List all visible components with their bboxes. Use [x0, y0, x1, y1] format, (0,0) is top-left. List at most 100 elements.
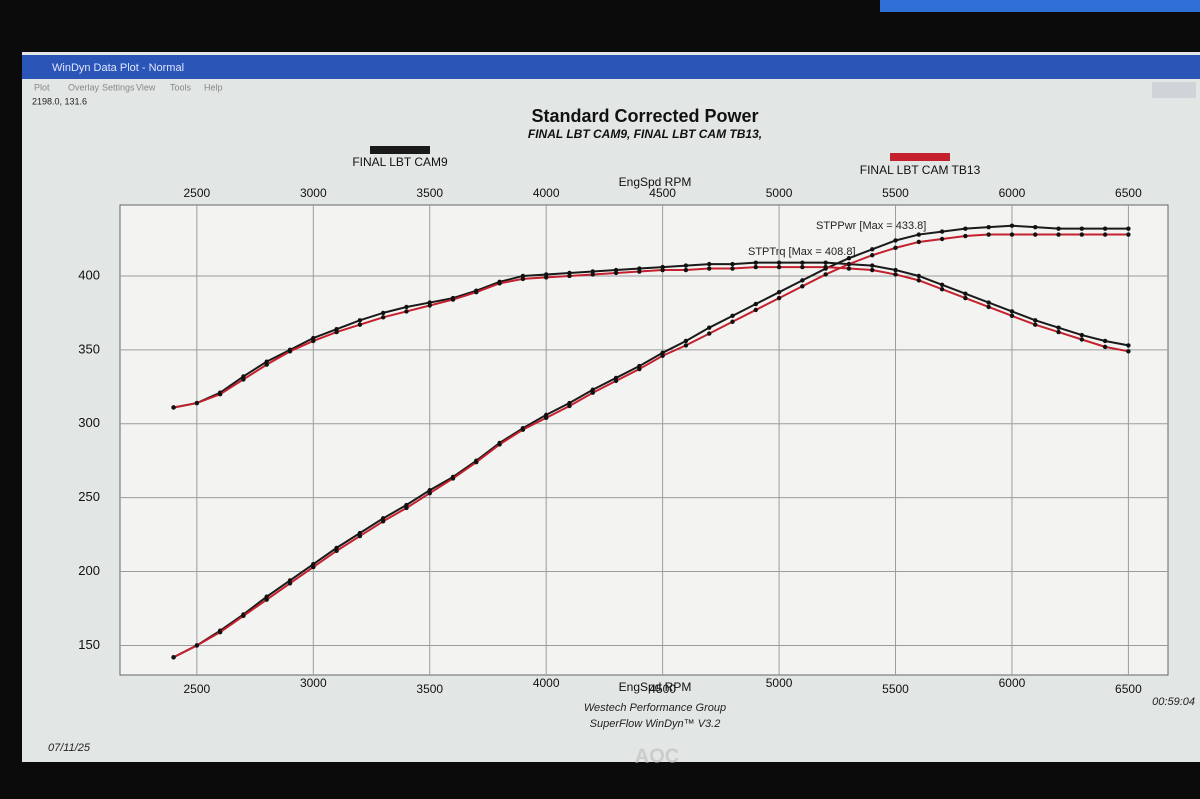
point — [1102, 338, 1108, 344]
y-tick-label: 150 — [78, 637, 100, 652]
point — [963, 295, 968, 301]
x-tick-label-top: 2500 — [184, 186, 211, 200]
point — [730, 261, 735, 267]
point — [1009, 309, 1015, 314]
status: 2198.0, 131.6 — [32, 96, 87, 106]
point — [171, 405, 176, 410]
point — [986, 224, 991, 230]
point — [753, 264, 758, 270]
point — [986, 300, 991, 305]
title-bar — [22, 55, 1200, 79]
point — [1126, 226, 1131, 231]
point — [846, 256, 852, 261]
menu-item[interactable]: Plot — [34, 82, 50, 92]
point — [357, 533, 363, 539]
point — [590, 272, 595, 277]
point — [264, 597, 269, 602]
point — [1079, 232, 1085, 237]
point — [823, 260, 828, 265]
point — [963, 226, 968, 231]
y-tick-label: 200 — [78, 563, 100, 578]
point — [171, 655, 176, 660]
curve-torque — [173, 261, 1129, 409]
point — [753, 307, 758, 313]
point — [311, 338, 316, 344]
point — [543, 275, 549, 280]
legend-label: FINAL LBT CAM9 — [352, 155, 448, 169]
point — [916, 239, 922, 245]
date: 07/11/25 — [48, 742, 91, 754]
point — [1079, 337, 1085, 342]
point — [963, 233, 968, 239]
point — [916, 273, 922, 279]
point — [1056, 232, 1061, 237]
curve-power — [173, 233, 1129, 659]
point — [217, 629, 223, 635]
point — [520, 276, 526, 282]
window-buttons[interactable] — [1152, 82, 1196, 98]
point — [241, 377, 246, 382]
x-tick-label-top: 6500 — [1115, 186, 1142, 200]
point — [683, 338, 689, 344]
point — [1009, 223, 1015, 228]
point — [707, 331, 712, 336]
time: 00:59:04 — [1152, 696, 1195, 708]
point — [450, 297, 456, 302]
x-tick-label: 2500 — [184, 682, 211, 696]
point — [800, 284, 805, 289]
annotation: STPTrq [Max = 408.8] — [748, 246, 856, 258]
point — [1033, 224, 1038, 230]
point — [683, 343, 689, 348]
point — [683, 267, 689, 273]
point — [730, 266, 735, 271]
point — [404, 505, 409, 511]
point — [707, 266, 712, 271]
point — [380, 310, 386, 316]
point — [287, 581, 293, 586]
background-strip — [880, 0, 1200, 12]
x-tick-label: 5000 — [766, 676, 793, 690]
y-tick-label: 250 — [78, 489, 100, 504]
menu-item[interactable]: Settings — [102, 82, 135, 92]
point — [427, 303, 432, 308]
point — [217, 391, 223, 397]
point — [287, 349, 293, 354]
menu-item[interactable]: Help — [204, 82, 223, 92]
legend-label: FINAL LBT CAM TB13 — [860, 163, 981, 177]
y-tick-label: 300 — [78, 415, 100, 430]
point — [846, 266, 852, 271]
point — [1056, 325, 1061, 330]
point — [870, 253, 875, 258]
menu-item[interactable]: Overlay — [68, 82, 100, 92]
point — [846, 261, 852, 267]
curve-power — [173, 224, 1129, 659]
point — [939, 282, 945, 288]
point — [893, 272, 898, 277]
legend-swatch — [370, 146, 430, 154]
curve-torque — [173, 266, 1129, 409]
annotation: STPPwr [Max = 433.8] — [816, 220, 926, 232]
x-tick-label: 6000 — [999, 676, 1026, 690]
menu-item[interactable]: View — [136, 82, 156, 92]
point — [1102, 232, 1108, 237]
y-tick-label: 400 — [78, 267, 100, 282]
point — [800, 260, 805, 265]
point — [870, 263, 875, 268]
point — [986, 232, 991, 237]
point — [637, 269, 642, 274]
menu-item[interactable]: Tools — [170, 82, 192, 92]
point — [613, 270, 619, 276]
point — [404, 309, 409, 314]
point — [986, 304, 991, 310]
point — [800, 264, 805, 270]
point — [357, 318, 363, 323]
x-tick-label-top: 4000 — [533, 186, 560, 200]
point — [1033, 318, 1038, 323]
point — [241, 613, 246, 619]
point — [1056, 329, 1061, 335]
x-tick-label: 6500 — [1115, 682, 1142, 696]
plot-area — [119, 204, 1169, 676]
point — [893, 245, 898, 251]
point — [1102, 344, 1108, 350]
